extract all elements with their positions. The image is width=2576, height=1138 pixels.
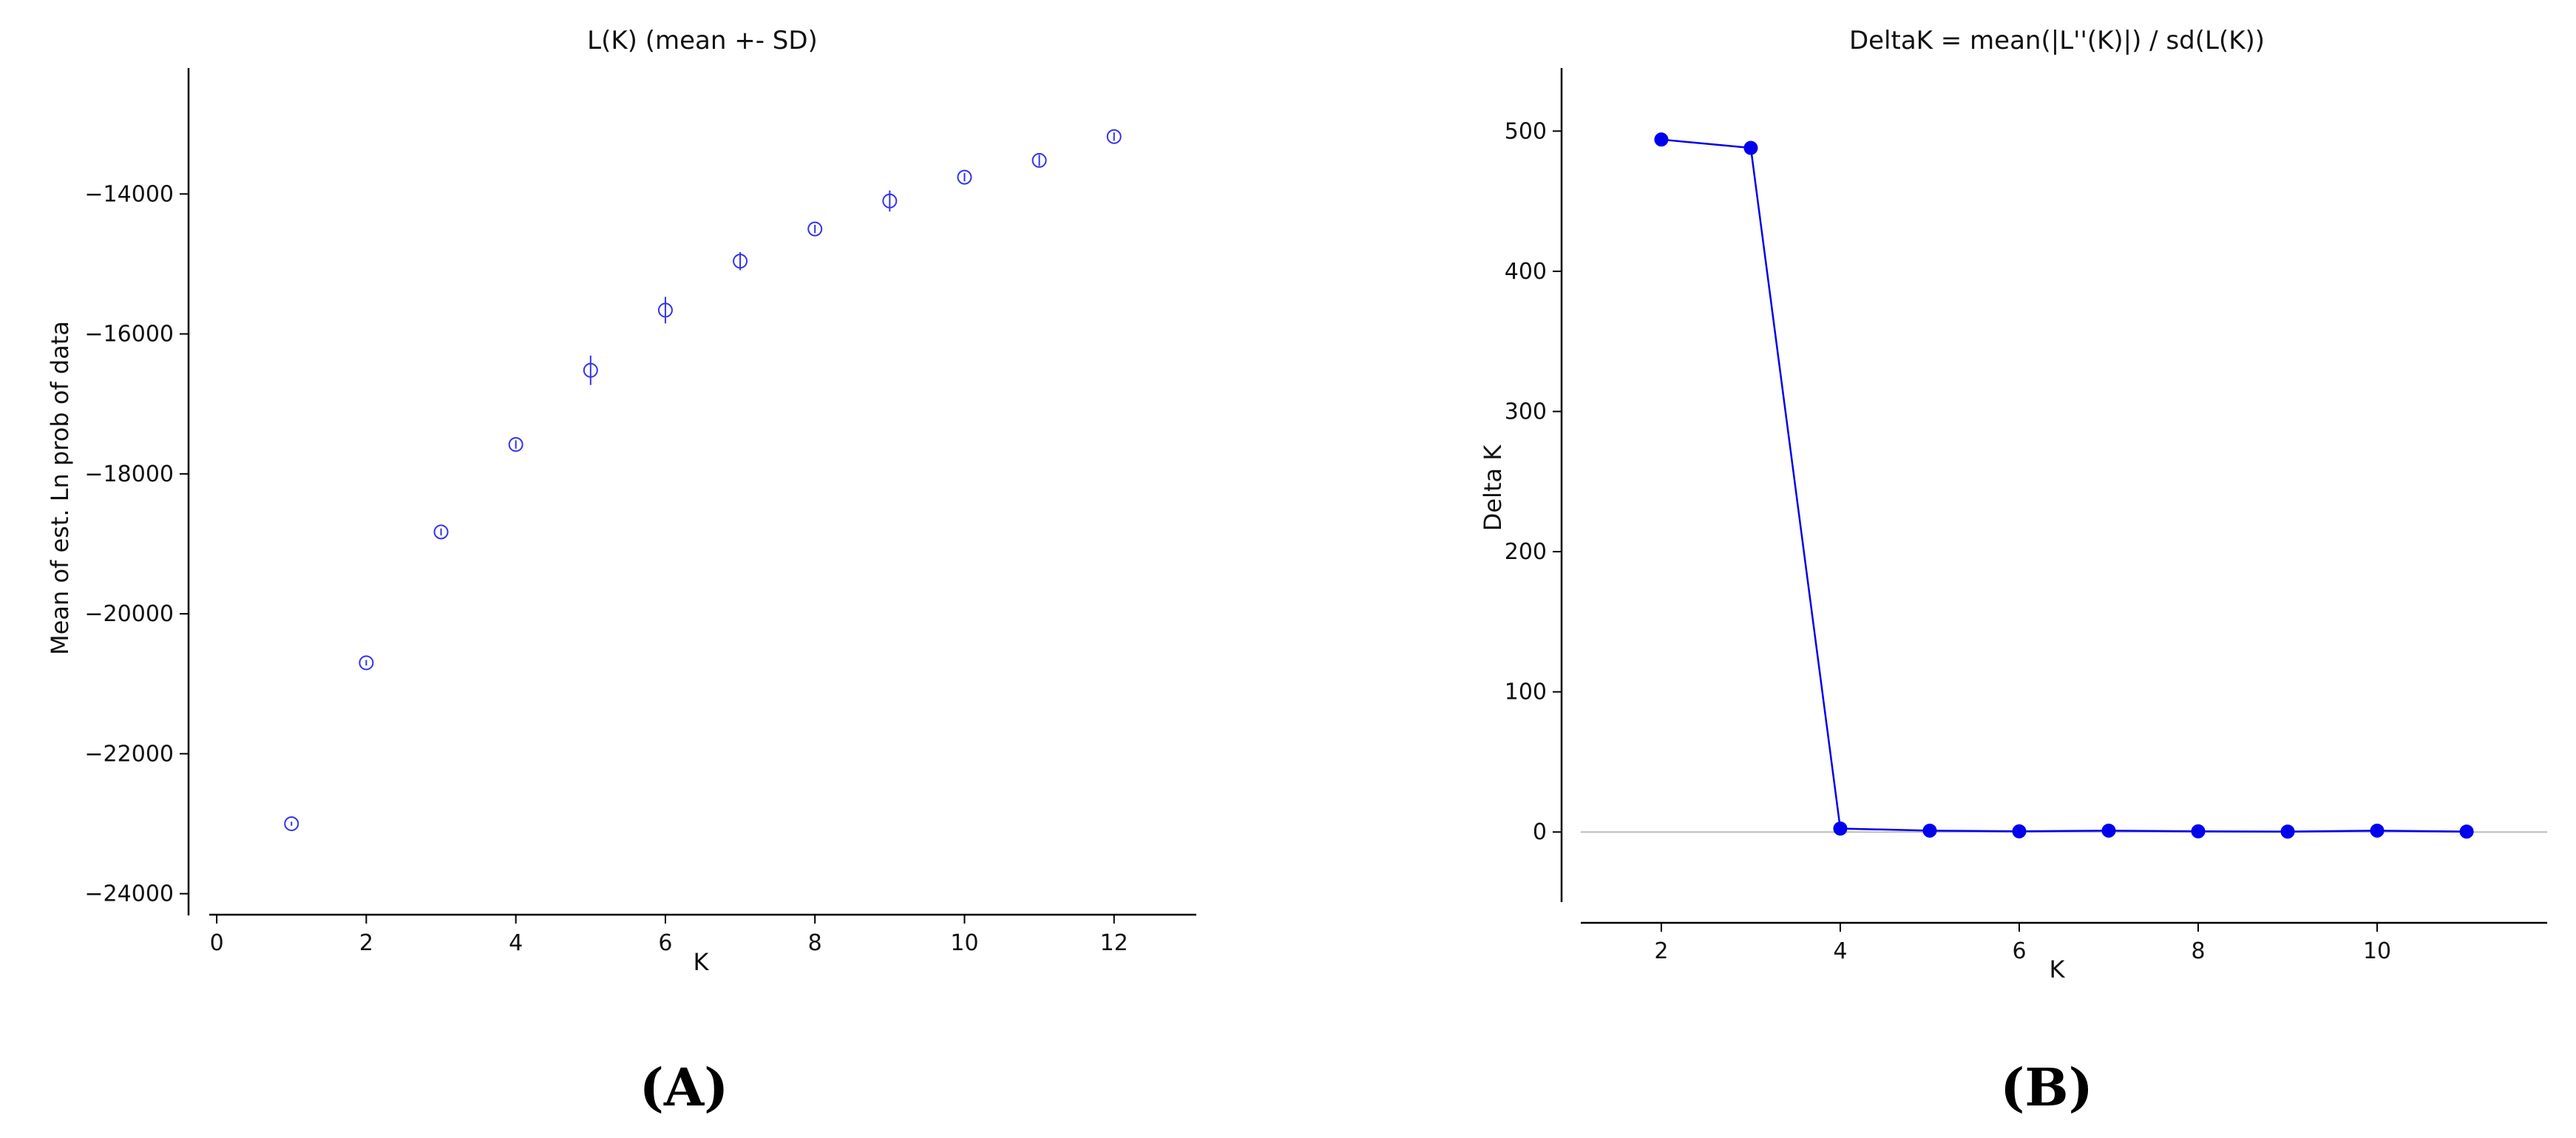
panel-b-y-tick-label: 500 <box>1505 118 1547 144</box>
panel-b-data-point <box>1743 140 1758 155</box>
panel-a-data-point <box>508 437 523 453</box>
panel-a-data-point <box>657 302 673 318</box>
panel-a-y-tick-label: −20000 <box>84 601 174 627</box>
panel-a-x-tick-label: 6 <box>658 930 672 956</box>
panel-a-data-point <box>359 655 374 671</box>
panel-a-data-point <box>1031 152 1047 168</box>
panel-b-y-axis-label: Delta K <box>1479 444 1507 532</box>
panel-b-data-point <box>1833 821 1848 836</box>
panel-b-data-point <box>2280 824 2295 839</box>
panel-b-x-tick-label: 10 <box>2363 938 2391 964</box>
panel-b-x-axis-label: K <box>2050 955 2066 983</box>
panel-a-x-tick-label: 2 <box>359 930 373 956</box>
panel-b-data-point <box>1922 823 1937 838</box>
panel-a-x-tick-label: 8 <box>808 930 822 956</box>
panel-a-data-point <box>733 254 748 269</box>
panel-b-data-point <box>2191 824 2206 839</box>
panel-a-data-point <box>433 524 449 540</box>
panel-a-chart: L(K) (mean +- SD) 0 2 4 6 8 10 12 −24000 −22000… <box>46 26 1196 1118</box>
panel-b-data-point <box>2101 823 2116 838</box>
panel-b-x-tick-label: 8 <box>2191 938 2205 964</box>
panel-b-data-point <box>1654 132 1669 147</box>
panel-a-y-tick-label: −16000 <box>84 322 174 348</box>
panel-b-data-point <box>2370 823 2385 838</box>
panel-b-label: (B) <box>2000 1057 2092 1118</box>
panel-b-x-tick-label: 2 <box>1654 938 1668 964</box>
panel-a-title: L(K) (mean +- SD) <box>587 26 818 55</box>
panel-a-y-tick-label: −18000 <box>84 461 174 487</box>
panel-b-chart: DeltaK = mean(|L''(K)|) / sd(L(K)) 2 4 6 8 1… <box>1479 26 2547 1118</box>
panel-a-x-tick-label: 4 <box>509 930 523 956</box>
panel-a-y-tick-label: −22000 <box>84 741 174 767</box>
panel-b-y-tick-label: 100 <box>1505 680 1547 705</box>
panel-b-series-line <box>1661 138 2467 833</box>
panel-a-x-tick-label: 10 <box>950 930 978 956</box>
panel-b-x-tick-label: 4 <box>1833 938 1847 964</box>
panel-b-x-tick-label: 6 <box>2012 938 2026 964</box>
panel-a-y-tick-label: −24000 <box>84 881 174 907</box>
panel-b-y-tick-label: 200 <box>1505 539 1547 565</box>
panel-a-data-point <box>957 169 972 185</box>
panel-a-data-point <box>807 221 823 237</box>
panel-b-title: DeltaK = mean(|L''(K)|) / sd(L(K)) <box>1849 26 2265 55</box>
panel-b-y-tick-label: 400 <box>1505 259 1547 285</box>
panel-a-x-tick-label: 0 <box>210 930 224 956</box>
panel-b-data-point <box>2459 824 2474 839</box>
panel-a-data-point <box>1106 129 1122 144</box>
panel-a-x-axis-label: K <box>694 948 710 976</box>
panel-a-x-tick-label: 12 <box>1100 930 1128 956</box>
panel-a-data-point <box>284 816 299 831</box>
panel-a-y-tick-label: −14000 <box>84 181 174 207</box>
panel-b-y-tick-label: 0 <box>1533 819 1547 845</box>
panel-b-data-point <box>2012 824 2027 839</box>
panel-a-label: (A) <box>640 1057 729 1118</box>
panel-a-y-axis-label: Mean of est. Ln prob of data <box>46 321 74 655</box>
panel-b-y-tick-label: 300 <box>1505 399 1547 424</box>
panel-a-data-point <box>882 193 898 209</box>
panel-a-data-point <box>583 362 598 378</box>
